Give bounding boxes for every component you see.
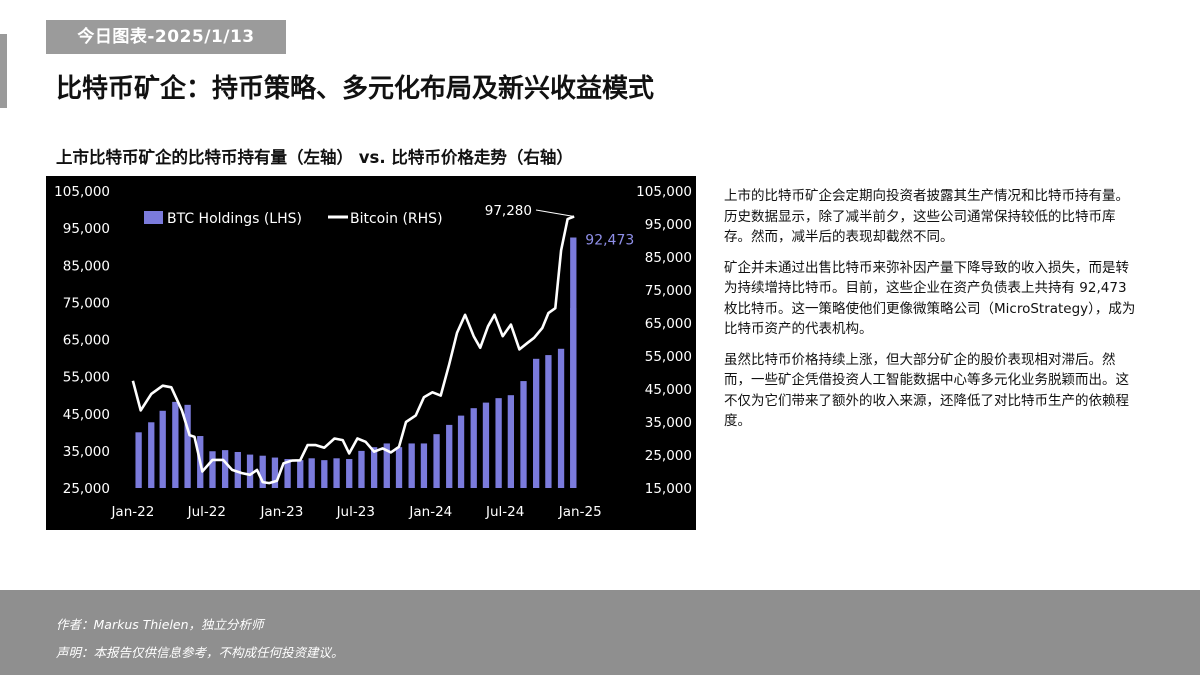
paragraph-3: 虽然比特币价格持续上涨，但大部分矿企的股价表现相对滞后。然而，一些矿企凭借投资人… [724,351,1129,430]
x-tick-label: Jan-25 [558,504,602,520]
side-accent-bar [0,34,7,108]
holdings-bar [284,459,291,488]
y-left-tick-label: 75,000 [63,295,110,311]
legend-label-bitcoin: Bitcoin (RHS) [350,211,443,227]
holdings-bar [271,457,279,488]
body-text: 上市的比特币矿企会定期向投资者披露其生产情况和比特币持有量。历史数据显示，除了减… [724,186,1140,442]
holdings-bar [135,432,142,488]
bitcoin-callout-line [535,209,575,217]
paragraph-2: 矿企并未通过出售比特币来弥补因产量下降导致的收入损失，而是转为持续增持比特币。目… [724,259,1136,338]
y-right-tick-label: 15,000 [645,481,692,497]
y-right-tick-label: 55,000 [645,349,692,365]
holdings-bar [482,402,490,488]
x-tick-label: Jul-22 [187,504,226,520]
x-tick-label: Jan-23 [259,504,303,520]
holdings-bar [420,443,428,488]
holdings-bar [346,459,353,488]
holdings-bar [321,460,328,488]
y-left-tick-label: 25,000 [63,481,110,497]
y-right-tick-label: 25,000 [645,448,692,464]
legend-label-holdings: BTC Holdings (LHS) [167,211,302,227]
holdings-bar [520,381,527,488]
y-right-tick-label: 95,000 [645,217,692,233]
holdings-bar [470,408,477,488]
bitcoin-callout-label: 97,280 [485,203,532,219]
y-right-tick-label: 105,000 [636,184,692,200]
footer-author: 作者：Markus Thielen，独立分析师 [56,617,264,632]
holdings-bar [308,458,315,488]
holdings-bar-latest [570,237,577,488]
chart-container: 25,000 35,000 45,000 55,000 65,000 75,000 85,0… [46,176,696,530]
holdings-bar [533,358,540,488]
y-right-tick-label: 85,000 [645,250,692,266]
holdings-bar [557,348,565,488]
y-left-tick-label: 95,000 [63,221,110,237]
y-left-tick-label: 105,000 [54,184,110,200]
y-right-tick-label: 35,000 [645,415,692,431]
paragraph-1: 上市的比特币矿企会定期向投资者披露其生产情况和比特币持有量。历史数据显示，除了减… [724,188,1129,245]
chart-title: 上市比特币矿企的比特币持有量（左轴） vs. 比特币价格走势（右轴） [56,148,573,167]
holdings-bar [495,398,502,488]
y-left-tick-label: 35,000 [63,444,110,460]
holdings-bar [358,450,365,488]
legend-bar-swatch [144,211,163,224]
holdings-bar [246,454,254,488]
holdings-bar [159,410,166,488]
footer-disclaimer: 声明：本报告仅供信息参考，不构成任何投资建议。 [56,645,344,660]
y-left-tick-label: 55,000 [63,370,110,386]
x-tick-label: Jul-24 [485,504,524,520]
y-left-tick-label: 45,000 [63,407,110,423]
holdings-bar [383,443,390,488]
combo-chart: 25,000 35,000 45,000 55,000 65,000 75,000 85,0… [54,184,692,520]
holdings-bar [545,355,552,488]
holdings-bar [446,424,453,488]
holdings-bar [333,458,340,488]
y-right-tick-label: 65,000 [645,316,692,332]
holdings-bar [507,395,515,488]
page-title: 比特币矿企：持币策略、多元化布局及新兴收益模式 [56,74,655,104]
y-right-tick-label: 75,000 [645,283,692,299]
holdings-bar [148,422,155,488]
holdings-bar [370,447,378,488]
bitcoin-price-line [131,215,575,485]
holdings-callout-label: 92,473 [585,233,634,249]
holdings-bar [457,415,465,488]
holdings-bar [209,451,216,488]
y-left-tick-label: 85,000 [63,258,110,274]
holdings-bar [433,434,440,488]
y-left-tick-label: 65,000 [63,333,110,349]
footer: 作者：Markus Thielen，独立分析师 声明：本报告仅供信息参考，不构成… [0,590,1200,675]
x-tick-label: Jan-22 [110,504,154,520]
date-tag: 今日图表-2025/1/13 [46,20,286,54]
y-right-tick-label: 45,000 [645,382,692,398]
x-tick-label: Jan-24 [408,504,452,520]
holdings-bar [184,404,191,488]
holdings-bar [172,401,179,488]
holdings-bar [259,455,266,488]
holdings-bar [408,443,415,488]
holdings-bar [297,460,304,488]
holdings-bar [221,450,229,488]
holdings-bar [395,447,403,488]
holdings-bar [234,451,241,488]
x-tick-label: Jul-23 [336,504,375,520]
